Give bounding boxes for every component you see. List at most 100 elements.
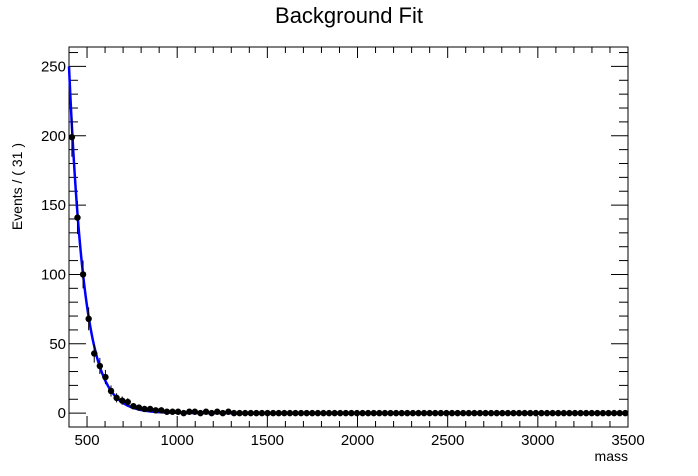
point-marker bbox=[437, 409, 445, 417]
chart-title: Background Fit bbox=[275, 3, 423, 28]
point-marker bbox=[577, 409, 584, 417]
y-tick-label: 250 bbox=[41, 58, 66, 75]
point-marker bbox=[353, 409, 361, 417]
point-marker bbox=[588, 409, 595, 417]
point-marker bbox=[309, 409, 316, 417]
point-marker bbox=[432, 409, 439, 417]
data-point bbox=[409, 409, 417, 417]
data-point bbox=[476, 409, 484, 417]
data-point bbox=[376, 409, 383, 417]
data-point bbox=[582, 409, 590, 417]
data-point bbox=[253, 409, 260, 417]
point-marker bbox=[459, 409, 467, 417]
x-tick-label: 3500 bbox=[611, 432, 644, 449]
point-marker bbox=[79, 271, 87, 278]
point-marker bbox=[169, 408, 176, 415]
data-point bbox=[342, 409, 349, 417]
data-point bbox=[230, 409, 238, 417]
data-point bbox=[325, 409, 333, 417]
point-marker bbox=[208, 409, 215, 417]
data-point bbox=[208, 409, 215, 417]
x-tick-label: 3000 bbox=[521, 432, 554, 449]
data-point bbox=[420, 409, 428, 417]
data-point bbox=[493, 409, 500, 417]
data-point bbox=[275, 409, 282, 417]
x-axis-ticks: 500 1000 1500 2000 2500 3000 3500 bbox=[68, 47, 645, 449]
data-point bbox=[314, 409, 322, 417]
data-point bbox=[443, 409, 450, 417]
y-tick-label: 150 bbox=[41, 197, 66, 214]
point-marker bbox=[124, 398, 131, 406]
point-marker bbox=[532, 409, 540, 417]
data-point bbox=[337, 409, 344, 417]
point-marker bbox=[443, 409, 450, 417]
data-point bbox=[130, 402, 137, 410]
point-marker bbox=[521, 409, 528, 417]
point-marker bbox=[241, 409, 249, 417]
data-point bbox=[96, 357, 104, 375]
data-point bbox=[599, 409, 607, 417]
y-tick-label: 100 bbox=[41, 266, 66, 283]
point-marker bbox=[102, 373, 109, 381]
data-point bbox=[118, 396, 126, 405]
point-marker bbox=[376, 409, 383, 417]
point-marker bbox=[409, 409, 417, 417]
point-marker bbox=[482, 409, 489, 417]
point-marker bbox=[325, 409, 333, 417]
data-point bbox=[292, 409, 299, 417]
data-point bbox=[202, 408, 210, 415]
y-tick-label: 50 bbox=[49, 336, 66, 353]
point-marker bbox=[91, 350, 98, 357]
x-axis-label: mass bbox=[595, 448, 628, 464]
point-marker bbox=[359, 409, 366, 417]
data-point bbox=[560, 409, 568, 417]
point-marker bbox=[342, 409, 349, 417]
point-marker bbox=[515, 409, 523, 417]
point-marker bbox=[487, 409, 495, 417]
data-point bbox=[487, 409, 495, 417]
data-point bbox=[247, 409, 254, 417]
data-point bbox=[152, 407, 159, 414]
data-point bbox=[124, 398, 131, 406]
x-tick-label: 500 bbox=[75, 432, 100, 449]
point-marker bbox=[275, 409, 282, 417]
data-point bbox=[331, 409, 338, 417]
point-marker bbox=[152, 407, 159, 414]
point-marker bbox=[426, 409, 433, 417]
point-marker bbox=[582, 409, 590, 417]
data-point bbox=[448, 409, 456, 417]
point-marker bbox=[571, 409, 579, 417]
data-point bbox=[180, 409, 187, 417]
data-point bbox=[616, 409, 623, 417]
data-point bbox=[432, 409, 439, 417]
point-marker bbox=[415, 409, 422, 417]
data-point bbox=[504, 409, 512, 417]
data-point bbox=[594, 409, 601, 417]
data-point bbox=[510, 409, 517, 417]
data-point bbox=[588, 409, 595, 417]
point-marker bbox=[454, 409, 461, 417]
data-point bbox=[398, 409, 405, 417]
point-marker bbox=[85, 315, 92, 323]
point-marker bbox=[230, 409, 238, 417]
point-marker bbox=[186, 408, 193, 415]
point-marker bbox=[610, 409, 618, 417]
point-marker bbox=[471, 409, 478, 417]
point-marker bbox=[158, 407, 165, 414]
data-point bbox=[471, 409, 478, 417]
point-marker bbox=[163, 408, 171, 415]
y-tick-label: 0 bbox=[58, 405, 66, 422]
y-tick-label: 200 bbox=[41, 128, 66, 145]
point-marker bbox=[493, 409, 500, 417]
data-point bbox=[281, 409, 288, 417]
data-point bbox=[527, 409, 534, 417]
data-point bbox=[426, 409, 433, 417]
data-point bbox=[135, 404, 143, 411]
data-point bbox=[348, 409, 355, 417]
data-point bbox=[163, 408, 171, 415]
data-point bbox=[353, 409, 361, 417]
fit-layer bbox=[67, 66, 628, 415]
x-tick-label: 1000 bbox=[161, 432, 194, 449]
point-marker bbox=[174, 408, 182, 415]
data-point bbox=[555, 409, 562, 417]
